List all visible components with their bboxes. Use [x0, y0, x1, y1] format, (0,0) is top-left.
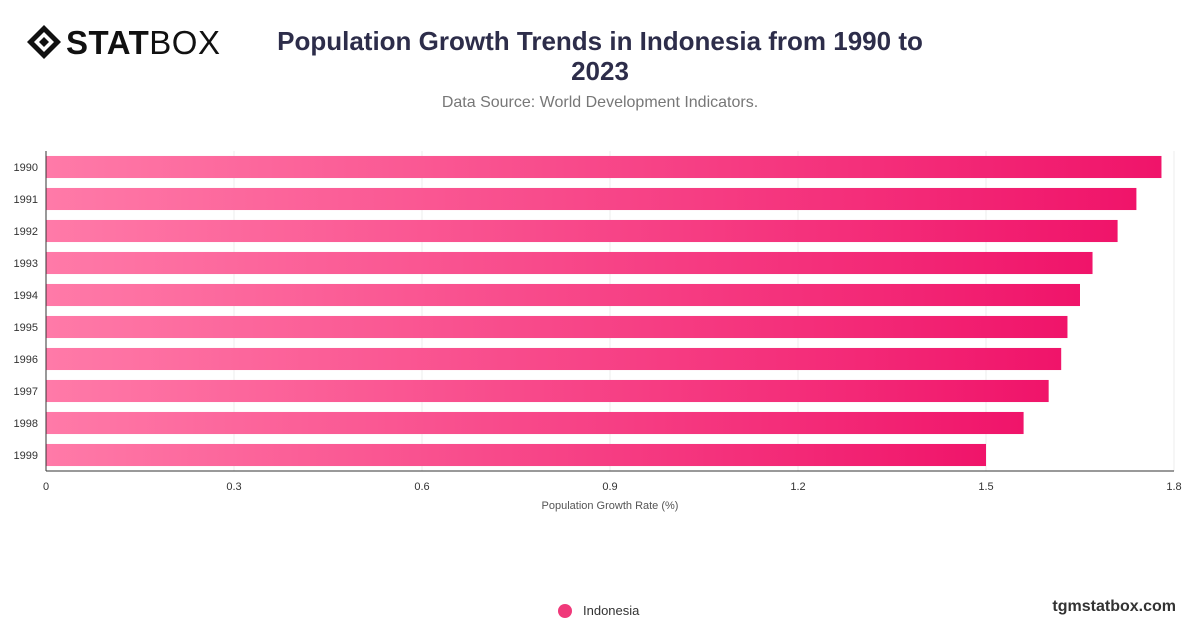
watermark: tgmstatbox.com [1052, 598, 1176, 615]
bar-1991[interactable] [46, 187, 1137, 211]
y-tick-label: 1998 [14, 418, 38, 430]
x-tick-label: 0.9 [602, 481, 617, 493]
legend-label: Indonesia [583, 603, 640, 618]
bar-1999[interactable] [46, 443, 986, 467]
y-tick-label: 1994 [14, 290, 38, 302]
legend[interactable]: Indonesia [558, 603, 639, 618]
x-tick-label: 0.6 [414, 481, 429, 493]
y-tick-label: 1999 [14, 450, 38, 462]
x-axis-title: Population Growth Rate (%) [542, 500, 679, 512]
bar-1992[interactable] [46, 219, 1118, 243]
y-tick-label: 1992 [14, 226, 38, 238]
bar-1994[interactable] [46, 283, 1080, 307]
y-tick-label: 1990 [14, 162, 38, 174]
bar-1998[interactable] [46, 411, 1024, 435]
bar-1995[interactable] [46, 315, 1068, 339]
bar-1993[interactable] [46, 251, 1093, 275]
x-tick-label: 1.5 [978, 481, 993, 493]
logo-wordmark: STATBOX [66, 26, 220, 59]
x-tick-label: 0.3 [226, 481, 241, 493]
diamond-logo-icon [27, 25, 61, 59]
statbox-logo: STATBOX [26, 22, 220, 62]
y-tick-label: 1996 [14, 354, 38, 366]
x-tick-label: 0 [43, 481, 49, 493]
y-tick-label: 1997 [14, 386, 38, 398]
y-tick-label: 1993 [14, 258, 38, 270]
y-tick-label: 1991 [14, 194, 38, 206]
y-tick-label: 1995 [14, 322, 38, 334]
bar-1997[interactable] [46, 379, 1049, 403]
legend-marker-icon [558, 603, 572, 618]
axes: 0 0.3 0.6 0.9 1.2 1.5 1.8 1990 1991 1992 1993 1994 1… [14, 151, 1182, 493]
x-tick-label: 1.8 [1166, 481, 1181, 493]
logo-text-stat: STAT [66, 23, 150, 61]
bar-1996[interactable] [46, 347, 1062, 371]
chart-subtitle: Data Source: World Development Indicator… [441, 94, 759, 111]
bars [46, 155, 1162, 467]
x-tick-label: 1.2 [790, 481, 805, 493]
bar-1990[interactable] [46, 155, 1162, 179]
logo-text-box: BOX [149, 23, 221, 61]
chart-title: Population Growth Trends in Indonesia fr… [277, 26, 923, 86]
